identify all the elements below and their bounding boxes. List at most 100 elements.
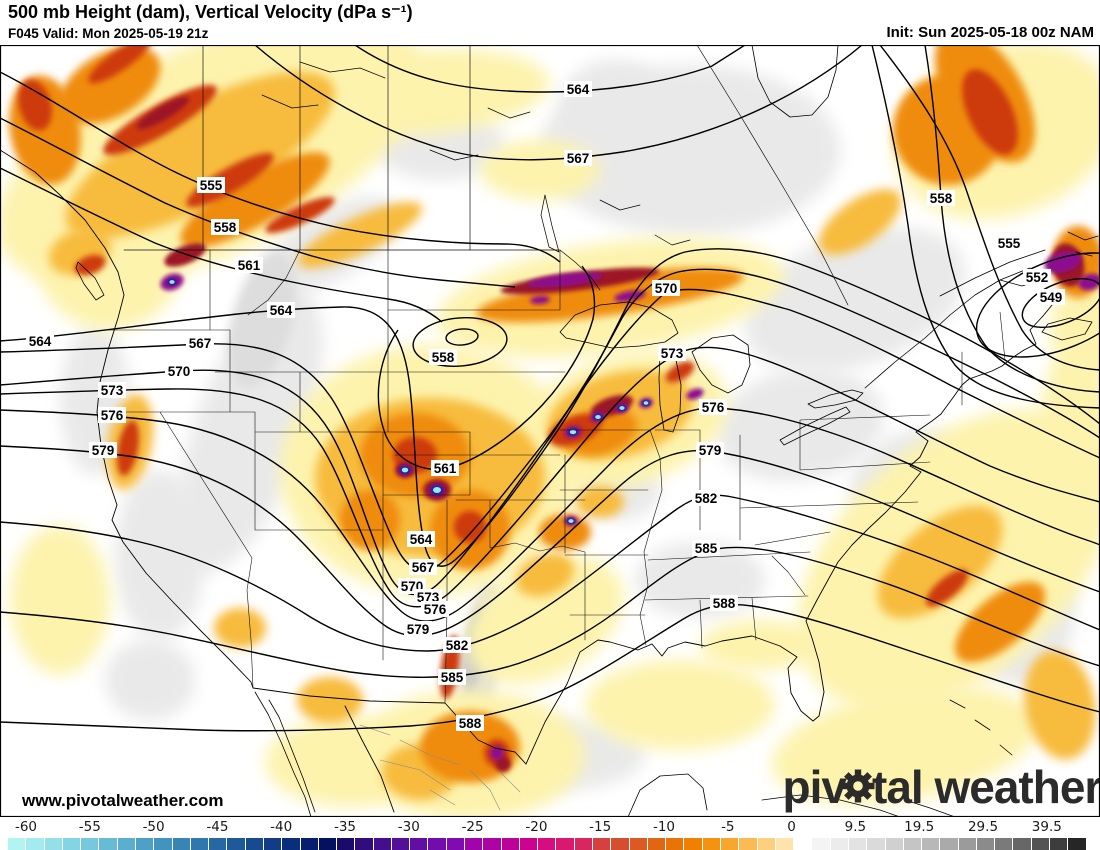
colorbar-tick: 0	[787, 819, 796, 835]
colorbar-cell	[26, 838, 44, 850]
colorbar-cell	[629, 838, 647, 850]
colorbar-cell	[702, 838, 720, 850]
colorbar-cell	[245, 838, 263, 850]
colorbar-cell	[99, 838, 117, 850]
colorbar-tick: 29.5	[967, 819, 999, 835]
colorbar-cell	[227, 838, 245, 850]
contour-label: 564	[564, 81, 592, 97]
contour-label: 558	[211, 219, 239, 235]
svg-text:585: 585	[441, 670, 464, 685]
svg-text:558: 558	[214, 220, 237, 235]
geography-borders	[0, 45, 1099, 817]
contour-label: 582	[443, 637, 471, 653]
colorbar-cell	[848, 838, 867, 850]
colorbar-tick: -35	[333, 819, 357, 835]
colorbar-cell	[465, 838, 483, 850]
colorbar-cell	[538, 838, 556, 850]
init-time-text: Init: Sun 2025-05-18 00z NAM	[886, 24, 1094, 41]
contour-label: 573	[658, 345, 686, 361]
colorbar-cell	[666, 838, 684, 850]
svg-text:579: 579	[92, 443, 115, 458]
colorbar-cell	[647, 838, 666, 850]
colorbar-tick: -40	[270, 819, 293, 835]
colorbar-tick: -55	[78, 819, 101, 835]
svg-text:567: 567	[412, 560, 435, 575]
valid-time-text: F045 Valid: Mon 2025-05-19 21z	[8, 26, 209, 41]
svg-text:567: 567	[567, 151, 590, 166]
svg-text:576: 576	[424, 602, 447, 617]
watermark-text: www.pivotalweather.com	[21, 791, 224, 810]
colorbar-ticks: -60 -55 -50 -45 -40 -35 -30 -25 -20 -15 -10 -5 0 9.5 1…	[0, 819, 1100, 835]
contour-label: 585	[438, 669, 466, 685]
contour-label: 570	[652, 280, 680, 296]
colorbar-cell	[117, 838, 135, 850]
colorbar-tick: 39.5	[1031, 819, 1062, 835]
svg-text:582: 582	[695, 491, 718, 506]
svg-text:558: 558	[930, 191, 953, 206]
colorbar	[8, 838, 1086, 850]
colorbar-cell	[830, 838, 848, 850]
contour-label: 558	[429, 349, 457, 365]
colorbar-cell	[720, 838, 739, 850]
colorbar-cell	[574, 838, 592, 850]
colorbar-cell	[611, 838, 629, 850]
contour-label: 579	[89, 442, 117, 458]
svg-text:561: 561	[238, 258, 261, 273]
svg-text:564: 564	[410, 532, 433, 547]
contour-label: 558	[927, 190, 955, 206]
svg-text:piv: piv	[783, 761, 848, 813]
colorbar-cell	[391, 838, 410, 850]
colorbar-tick: -45	[206, 819, 229, 835]
colorbar-strip: -60 -55 -50 -45 -40 -35 -30 -25 -20 -15 -10 -5 0 9.5 1…	[0, 817, 1100, 850]
contour-label: 567	[186, 335, 214, 351]
svg-text:567: 567	[189, 336, 212, 351]
contour-labels: 555 558 561 564 564 567 570 573 576 579 564 567 558 5…	[26, 81, 1065, 731]
colorbar-cell	[154, 838, 172, 850]
svg-text:555: 555	[200, 178, 223, 193]
svg-text:585: 585	[695, 541, 718, 556]
colorbar-cell	[62, 838, 81, 850]
svg-text:588: 588	[713, 596, 736, 611]
colorbar-cell	[1068, 838, 1086, 850]
contour-label: 573	[98, 382, 126, 398]
svg-text:582: 582	[446, 638, 469, 653]
colorbar-cell	[282, 838, 300, 850]
colorbar-cell	[885, 838, 903, 850]
svg-text:558: 558	[432, 350, 455, 365]
contour-label: 576	[98, 407, 126, 423]
colorbar-cell	[318, 838, 337, 850]
colorbar-cell	[135, 838, 154, 850]
weather-map[interactable]: 555 558 561 564 564 567 570 573 576 579 564 567 558 5…	[0, 45, 1100, 817]
svg-text:576: 576	[101, 408, 124, 423]
contour-label: 564	[26, 333, 54, 349]
colorbar-cell	[903, 838, 922, 850]
colorbar-cell	[1031, 838, 1050, 850]
colorbar-tick: -15	[589, 819, 612, 835]
colorbar-cell	[337, 838, 355, 850]
svg-text:570: 570	[655, 281, 678, 296]
svg-text:576: 576	[702, 400, 725, 415]
colorbar-cell	[794, 838, 812, 850]
colorbar-tick: -30	[397, 819, 420, 835]
colorbar-cell	[958, 838, 976, 850]
svg-text:561: 561	[434, 461, 457, 476]
svg-text:tal weather: tal weather	[872, 761, 1100, 813]
colorbar-cell	[922, 838, 940, 850]
colorbar-cell	[739, 838, 757, 850]
colorbar-cell	[172, 838, 190, 850]
colorbar-cell	[593, 838, 611, 850]
colorbar-cell	[81, 838, 99, 850]
contour-label: 579	[696, 442, 724, 458]
colorbar-tick: -60	[14, 819, 38, 835]
contour-label: 564	[407, 531, 435, 547]
colorbar-cell	[44, 838, 62, 850]
colorbar-cell	[995, 838, 1013, 850]
colorbar-cell	[519, 838, 538, 850]
colorbar-cell	[446, 838, 465, 850]
svg-text:573: 573	[101, 383, 124, 398]
contour-label: 570	[165, 363, 193, 379]
svg-text:570: 570	[168, 364, 191, 379]
colorbar-cell	[1050, 838, 1068, 850]
svg-text:579: 579	[407, 622, 430, 637]
colorbar-cell	[940, 838, 958, 850]
